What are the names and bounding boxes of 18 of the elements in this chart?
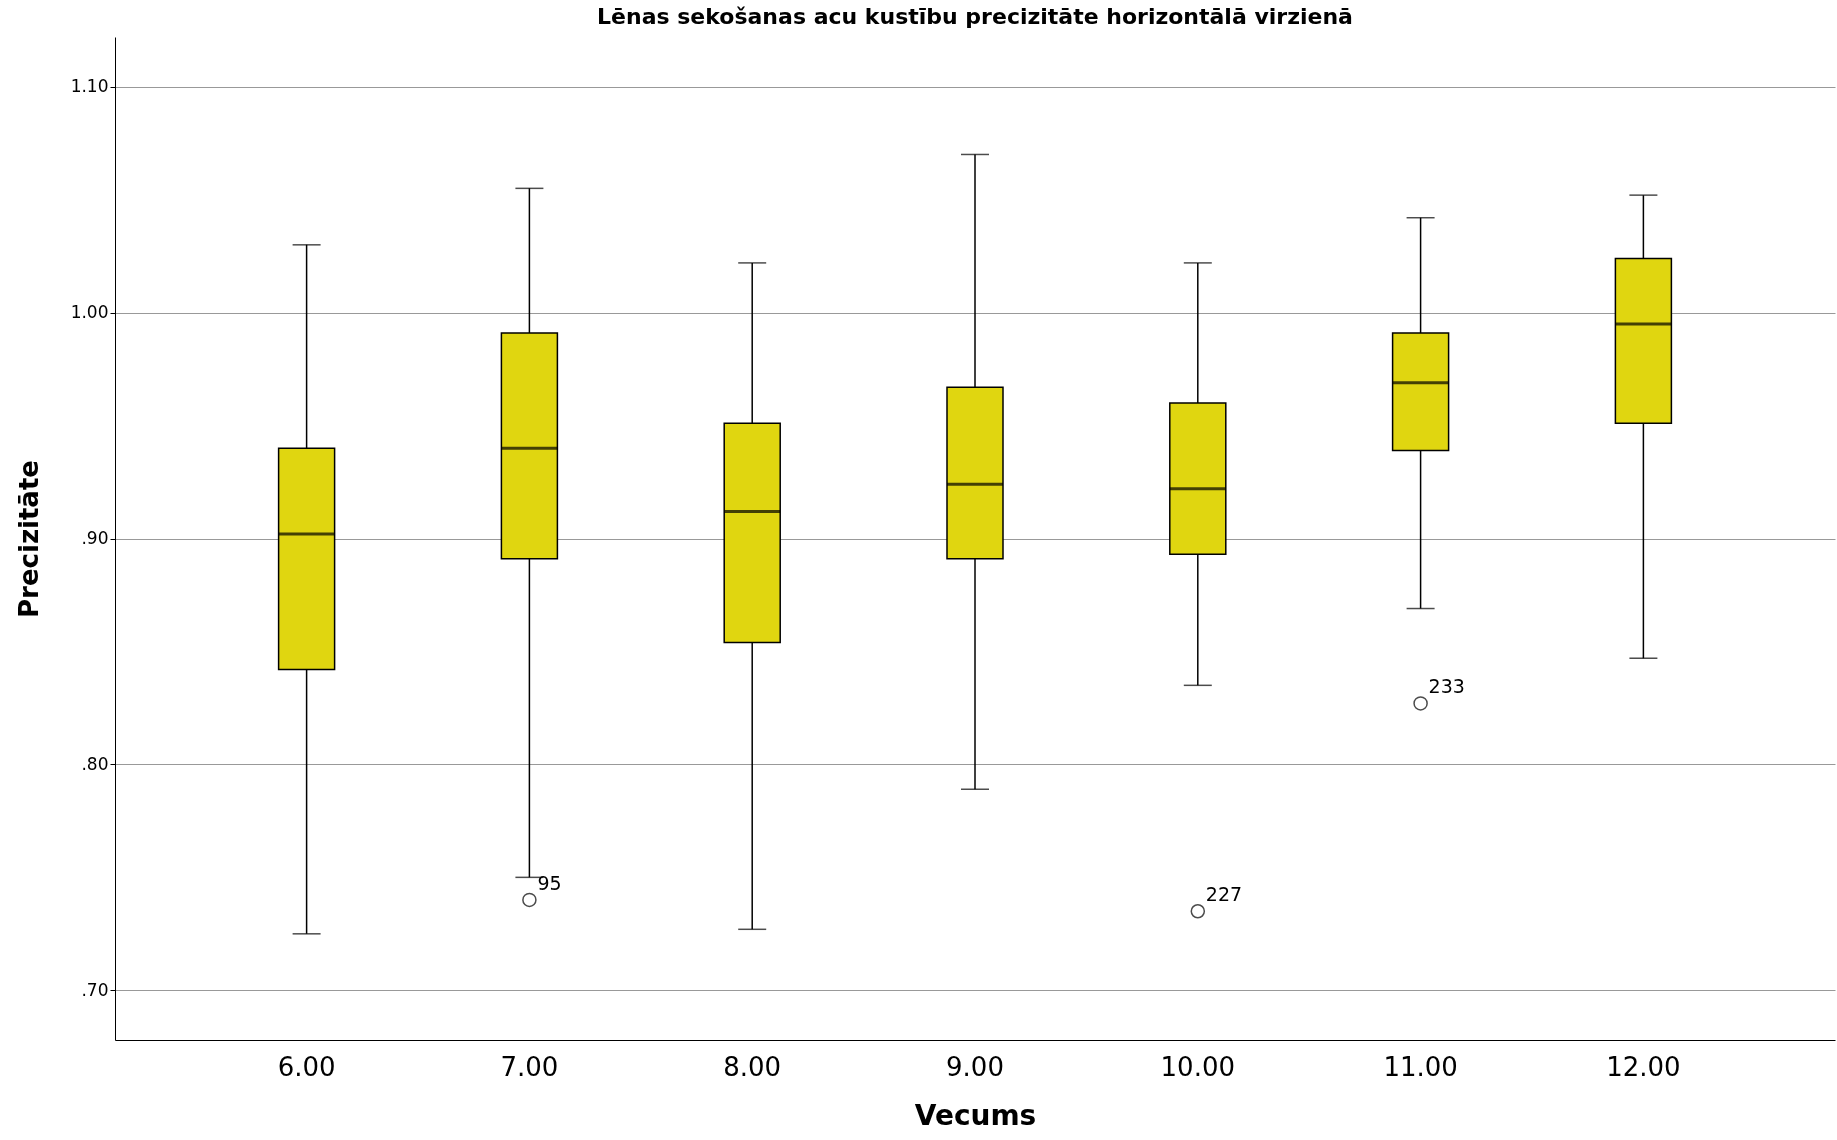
y-axis-title: Precizitāte <box>13 460 44 618</box>
x-tick-label: 8.00 <box>723 1051 782 1082</box>
annotation: 95 <box>537 871 562 894</box>
annotation: 233 <box>1428 675 1465 698</box>
annotation: 227 <box>1205 883 1243 906</box>
x-tick-label: 7.00 <box>500 1051 559 1082</box>
x-tick-label: 12.00 <box>1606 1051 1681 1082</box>
x-tick-label: 10.00 <box>1160 1051 1236 1082</box>
x-tick-label: 6.00 <box>277 1051 336 1082</box>
y-tick-label: .80 <box>81 753 109 774</box>
y-tick-label: .70 <box>81 979 109 1000</box>
x-axis-title: Vecums <box>914 1098 1037 1132</box>
y-tick-label: 1.00 <box>70 302 109 323</box>
y-tick-label: .90 <box>81 528 109 548</box>
x-tick-label: 11.00 <box>1383 1051 1458 1082</box>
y-tick-label: 1.10 <box>70 76 109 97</box>
x-tick-label: 9.00 <box>946 1051 1004 1082</box>
chart-title: Lēnas sekošanas acu kustību precizitāte horizontālā virzienā <box>597 4 1353 29</box>
